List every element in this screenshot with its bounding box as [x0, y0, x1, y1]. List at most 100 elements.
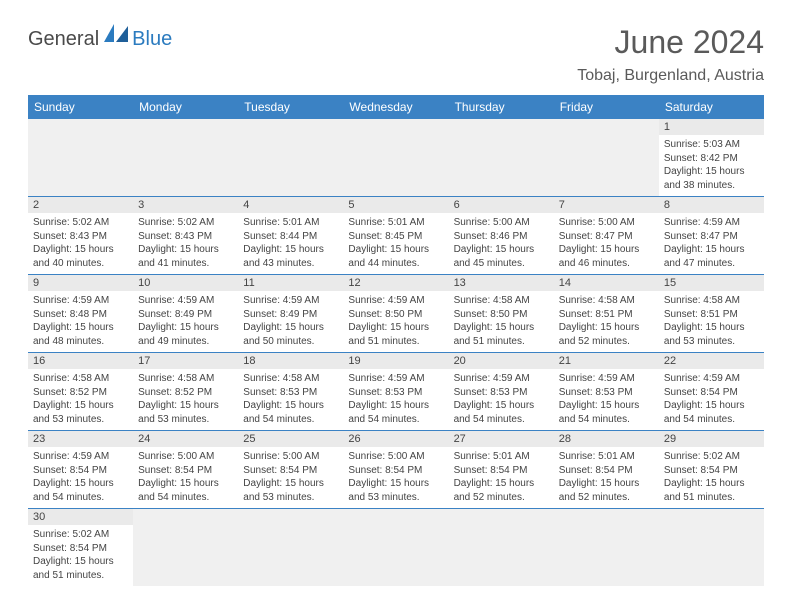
calendar-day-cell: 24Sunrise: 5:00 AMSunset: 8:54 PMDayligh…: [133, 431, 238, 509]
sunrise-line: Sunrise: 5:00 AM: [348, 450, 443, 464]
day-data: Sunrise: 4:59 AMSunset: 8:54 PMDaylight:…: [28, 447, 133, 508]
calendar-empty-cell: [133, 119, 238, 197]
calendar-day-cell: 10Sunrise: 4:59 AMSunset: 8:49 PMDayligh…: [133, 275, 238, 353]
day-number: 12: [343, 275, 448, 291]
day-number: 27: [449, 431, 554, 447]
page-header: General Blue June 2024 Tobaj, Burgenland…: [28, 24, 764, 85]
daylight-line: Daylight: 15 hours and 53 minutes.: [348, 477, 443, 504]
sunrise-line: Sunrise: 5:00 AM: [454, 216, 549, 230]
day-data: Sunrise: 5:00 AMSunset: 8:54 PMDaylight:…: [343, 447, 448, 508]
daylight-line: Daylight: 15 hours and 41 minutes.: [138, 243, 233, 270]
day-data: Sunrise: 4:59 AMSunset: 8:49 PMDaylight:…: [238, 291, 343, 352]
day-data: Sunrise: 4:58 AMSunset: 8:52 PMDaylight:…: [28, 369, 133, 430]
day-data: Sunrise: 5:02 AMSunset: 8:43 PMDaylight:…: [28, 213, 133, 274]
daylight-line: Daylight: 15 hours and 38 minutes.: [664, 165, 759, 192]
day-number: 29: [659, 431, 764, 447]
day-data: Sunrise: 4:58 AMSunset: 8:52 PMDaylight:…: [133, 369, 238, 430]
sunset-line: Sunset: 8:53 PM: [243, 386, 338, 400]
calendar-day-cell: 17Sunrise: 4:58 AMSunset: 8:52 PMDayligh…: [133, 353, 238, 431]
day-data: Sunrise: 4:59 AMSunset: 8:47 PMDaylight:…: [659, 213, 764, 274]
sunset-line: Sunset: 8:48 PM: [33, 308, 128, 322]
calendar-empty-cell: [343, 119, 448, 197]
calendar-body: 1Sunrise: 5:03 AMSunset: 8:42 PMDaylight…: [28, 119, 764, 586]
day-data: Sunrise: 4:58 AMSunset: 8:53 PMDaylight:…: [238, 369, 343, 430]
day-header: Tuesday: [238, 95, 343, 119]
day-number: 21: [554, 353, 659, 369]
sunrise-line: Sunrise: 5:02 AM: [664, 450, 759, 464]
sunset-line: Sunset: 8:43 PM: [138, 230, 233, 244]
calendar-empty-cell: [28, 119, 133, 197]
calendar-day-cell: 2Sunrise: 5:02 AMSunset: 8:43 PMDaylight…: [28, 197, 133, 275]
calendar-day-cell: 7Sunrise: 5:00 AMSunset: 8:47 PMDaylight…: [554, 197, 659, 275]
day-number: 23: [28, 431, 133, 447]
daylight-line: Daylight: 15 hours and 45 minutes.: [454, 243, 549, 270]
calendar-empty-cell: [238, 509, 343, 587]
sunrise-line: Sunrise: 5:02 AM: [138, 216, 233, 230]
calendar-empty-cell: [449, 119, 554, 197]
day-header: Thursday: [449, 95, 554, 119]
sunset-line: Sunset: 8:54 PM: [454, 464, 549, 478]
sunset-line: Sunset: 8:52 PM: [138, 386, 233, 400]
sunrise-line: Sunrise: 4:59 AM: [348, 294, 443, 308]
day-data: Sunrise: 4:58 AMSunset: 8:50 PMDaylight:…: [449, 291, 554, 352]
calendar-day-cell: 16Sunrise: 4:58 AMSunset: 8:52 PMDayligh…: [28, 353, 133, 431]
day-number: 9: [28, 275, 133, 291]
calendar-table: SundayMondayTuesdayWednesdayThursdayFrid…: [28, 95, 764, 586]
daylight-line: Daylight: 15 hours and 51 minutes.: [664, 477, 759, 504]
day-number: 19: [343, 353, 448, 369]
daylight-line: Daylight: 15 hours and 53 minutes.: [243, 477, 338, 504]
daylight-line: Daylight: 15 hours and 51 minutes.: [454, 321, 549, 348]
sunrise-line: Sunrise: 4:59 AM: [243, 294, 338, 308]
month-title: June 2024: [577, 24, 764, 61]
sunset-line: Sunset: 8:45 PM: [348, 230, 443, 244]
calendar-empty-cell: [554, 509, 659, 587]
calendar-day-cell: 1Sunrise: 5:03 AMSunset: 8:42 PMDaylight…: [659, 119, 764, 197]
day-header: Saturday: [659, 95, 764, 119]
calendar-week-row: 30Sunrise: 5:02 AMSunset: 8:54 PMDayligh…: [28, 509, 764, 587]
calendar-day-cell: 22Sunrise: 4:59 AMSunset: 8:54 PMDayligh…: [659, 353, 764, 431]
location-text: Tobaj, Burgenland, Austria: [577, 67, 764, 85]
sunrise-line: Sunrise: 4:58 AM: [243, 372, 338, 386]
day-data: Sunrise: 5:02 AMSunset: 8:54 PMDaylight:…: [28, 525, 133, 586]
sunset-line: Sunset: 8:52 PM: [33, 386, 128, 400]
brand-part2: Blue: [132, 28, 172, 51]
sunset-line: Sunset: 8:54 PM: [664, 464, 759, 478]
calendar-day-cell: 8Sunrise: 4:59 AMSunset: 8:47 PMDaylight…: [659, 197, 764, 275]
calendar-empty-cell: [133, 509, 238, 587]
day-data: Sunrise: 4:59 AMSunset: 8:50 PMDaylight:…: [343, 291, 448, 352]
day-data: Sunrise: 5:00 AMSunset: 8:54 PMDaylight:…: [238, 447, 343, 508]
sunrise-line: Sunrise: 5:01 AM: [454, 450, 549, 464]
daylight-line: Daylight: 15 hours and 53 minutes.: [664, 321, 759, 348]
calendar-day-cell: 3 Sunrise: 5:02 AMSunset: 8:43 PMDaylight…: [133, 197, 238, 275]
calendar-day-cell: 28Sunrise: 5:01 AMSunset: 8:54 PMDayligh…: [554, 431, 659, 509]
sunrise-line: Sunrise: 5:01 AM: [243, 216, 338, 230]
day-data: Sunrise: 5:03 AMSunset: 8:42 PMDaylight:…: [659, 135, 764, 196]
day-data: Sunrise: 5:00 AMSunset: 8:46 PMDaylight:…: [449, 213, 554, 274]
calendar-day-cell: 15Sunrise: 4:58 AMSunset: 8:51 PMDayligh…: [659, 275, 764, 353]
day-number: 13: [449, 275, 554, 291]
calendar-day-cell: 14Sunrise: 4:58 AMSunset: 8:51 PMDayligh…: [554, 275, 659, 353]
sunset-line: Sunset: 8:50 PM: [348, 308, 443, 322]
day-data: Sunrise: 4:59 AMSunset: 8:54 PMDaylight:…: [659, 369, 764, 430]
sail-icon: [104, 24, 130, 47]
calendar-day-cell: 29Sunrise: 5:02 AMSunset: 8:54 PMDayligh…: [659, 431, 764, 509]
calendar-day-cell: 20Sunrise: 4:59 AMSunset: 8:53 PMDayligh…: [449, 353, 554, 431]
calendar-day-cell: 18Sunrise: 4:58 AMSunset: 8:53 PMDayligh…: [238, 353, 343, 431]
calendar-page: General Blue June 2024 Tobaj, Burgenland…: [0, 0, 792, 610]
day-data: Sunrise: 5:00 AMSunset: 8:47 PMDaylight:…: [554, 213, 659, 274]
sunset-line: Sunset: 8:54 PM: [348, 464, 443, 478]
day-data: Sunrise: 4:58 AMSunset: 8:51 PMDaylight:…: [659, 291, 764, 352]
day-number: 3: [133, 197, 238, 213]
daylight-line: Daylight: 15 hours and 54 minutes.: [559, 399, 654, 426]
day-data: Sunrise: 5:02 AMSunset: 8:54 PMDaylight:…: [659, 447, 764, 508]
daylight-line: Daylight: 15 hours and 46 minutes.: [559, 243, 654, 270]
day-data: Sunrise: 5:01 AMSunset: 8:44 PMDaylight:…: [238, 213, 343, 274]
daylight-line: Daylight: 15 hours and 43 minutes.: [243, 243, 338, 270]
day-header-row: SundayMondayTuesdayWednesdayThursdayFrid…: [28, 95, 764, 119]
day-data: Sunrise: 5:01 AMSunset: 8:54 PMDaylight:…: [449, 447, 554, 508]
daylight-line: Daylight: 15 hours and 53 minutes.: [33, 399, 128, 426]
sunrise-line: Sunrise: 4:59 AM: [664, 216, 759, 230]
calendar-empty-cell: [554, 119, 659, 197]
day-number: 6: [449, 197, 554, 213]
day-number: 8: [659, 197, 764, 213]
